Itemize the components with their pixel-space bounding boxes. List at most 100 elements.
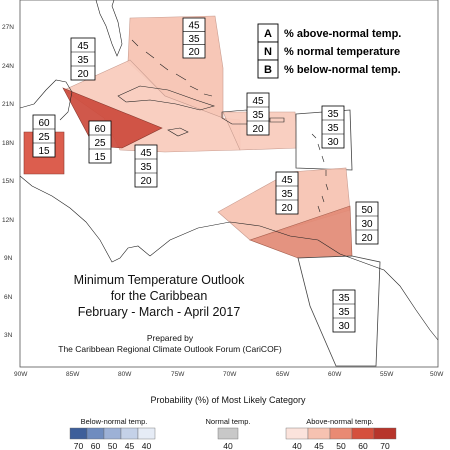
coast-puerto-rico [269, 117, 285, 123]
prob-normal: 35 [188, 34, 200, 45]
prob-above: 45 [77, 41, 89, 52]
legend-label: 40 [142, 441, 152, 450]
prob-above: 35 [338, 293, 350, 304]
prepared-org: The Caribbean Regional Climate Outlook F… [58, 344, 282, 354]
legend-label: 40 [223, 441, 233, 450]
prob-normal: 25 [94, 138, 106, 149]
prob-above: 60 [38, 118, 50, 129]
prob-below: 20 [77, 69, 89, 80]
lat-tick: 24N [2, 63, 14, 70]
probability-box-guianas: 35 35 30 [332, 289, 356, 333]
prob-normal: 30 [361, 219, 373, 230]
legend-below-swatches: 70 60 50 45 40 [69, 427, 156, 450]
lon-tick: 70W [223, 371, 237, 378]
key-letter-a: A [264, 28, 272, 40]
legend-normal-heading: Normal temp. [205, 417, 250, 426]
probability-box-belize: 60 25 15 [32, 114, 56, 158]
probability-box-leeward: 45 35 20 [246, 92, 270, 136]
legend-label: 60 [358, 441, 368, 450]
coast-bahamas-islands [131, 39, 213, 97]
prob-below: 30 [327, 137, 339, 148]
probability-box-cuba-west: 45 35 20 [70, 37, 96, 81]
legend-above-swatches: 40 45 50 60 70 [285, 427, 397, 450]
prob-normal: 35 [281, 189, 293, 200]
region-cayman [62, 87, 163, 149]
lon-tick: 50W [430, 371, 444, 378]
legend-swatch [120, 427, 139, 440]
probability-box-windward: 45 35 20 [275, 171, 299, 215]
legend: Probability (%) of Most Likely Category … [69, 395, 397, 450]
prob-below: 30 [338, 321, 350, 332]
lat-tick: 15N [2, 178, 14, 185]
title-line-1: Minimum Temperature Outlook [74, 273, 245, 287]
legend-label: 60 [91, 441, 101, 450]
legend-swatch [373, 427, 397, 440]
key-letter-n: N [264, 46, 272, 58]
coastlines [19, 0, 439, 341]
title-line-2: for the Caribbean [111, 289, 208, 303]
legend-below-heading: Below-normal temp. [81, 417, 148, 426]
prob-normal: 35 [140, 162, 152, 173]
map-title: Minimum Temperature Outlook for the Cari… [58, 273, 282, 354]
legend-swatch [285, 427, 309, 440]
lon-tick: 65W [276, 371, 290, 378]
category-key: A N B % above-normal temp. % normal temp… [257, 23, 401, 79]
prob-above: 45 [188, 21, 200, 32]
legend-label: 45 [125, 441, 135, 450]
legend-label: 70 [380, 441, 390, 450]
legend-above-heading: Above-normal temp. [306, 417, 374, 426]
coast-south-america [149, 221, 439, 341]
legend-swatch [351, 427, 375, 440]
coast-lesser-antilles [311, 133, 329, 213]
prob-above: 45 [281, 175, 293, 186]
coast-cuba [117, 85, 216, 111]
legend-label: 50 [108, 441, 118, 450]
key-text-normal: % normal temperature [284, 46, 400, 58]
lat-ticks: 27N 24N 21N 18N 15N 12N 9N 6N 3N [2, 24, 14, 339]
lat-tick: 18N [2, 140, 14, 147]
legend-swatch [307, 427, 331, 440]
coast-florida [95, 0, 123, 57]
probability-box-greater-antilles: 45 35 20 [134, 144, 158, 188]
lat-tick: 12N [2, 217, 14, 224]
legend-label: 45 [314, 441, 324, 450]
lon-ticks: 90W 85W 80W 75W 70W 65W 60W 55W 50W [14, 371, 444, 378]
probability-box-bahamas: 45 35 20 [182, 17, 206, 59]
probability-box-cayman: 60 25 15 [88, 120, 112, 164]
prob-above: 50 [361, 205, 373, 216]
prob-above: 35 [327, 109, 339, 120]
coast-central-america [19, 175, 151, 263]
prob-normal: 35 [252, 110, 264, 121]
legend-swatch [137, 427, 156, 440]
prob-normal: 35 [327, 123, 339, 134]
lat-tick: 27N [2, 24, 14, 31]
lat-tick: 6N [4, 294, 13, 301]
legend-swatch [217, 427, 239, 440]
legend-swatch [329, 427, 353, 440]
prob-below: 20 [188, 47, 200, 58]
prob-below: 20 [140, 176, 152, 187]
coast-jamaica [167, 127, 189, 137]
prob-normal: 25 [38, 132, 50, 143]
lon-tick: 60W [328, 371, 342, 378]
legend-swatch [103, 427, 122, 440]
lon-tick: 75W [171, 371, 185, 378]
legend-label: 50 [336, 441, 346, 450]
lon-tick: 85W [66, 371, 80, 378]
prob-normal: 35 [77, 55, 89, 66]
key-letter-b: B [264, 64, 272, 76]
prob-below: 15 [38, 146, 50, 157]
lon-tick: 80W [118, 371, 132, 378]
prob-above: 45 [252, 96, 264, 107]
legend-label: 70 [74, 441, 84, 450]
key-text-above: % above-normal temp. [284, 28, 401, 40]
prob-above: 60 [94, 124, 106, 135]
lon-tick: 55W [380, 371, 394, 378]
prob-above: 45 [140, 148, 152, 159]
prepared-by: Prepared by [147, 333, 194, 343]
probability-box-trinidad: 50 30 20 [355, 201, 379, 245]
legend-label: 40 [292, 441, 302, 450]
legend-swatch [69, 427, 88, 440]
coast-yucatan [19, 79, 73, 121]
